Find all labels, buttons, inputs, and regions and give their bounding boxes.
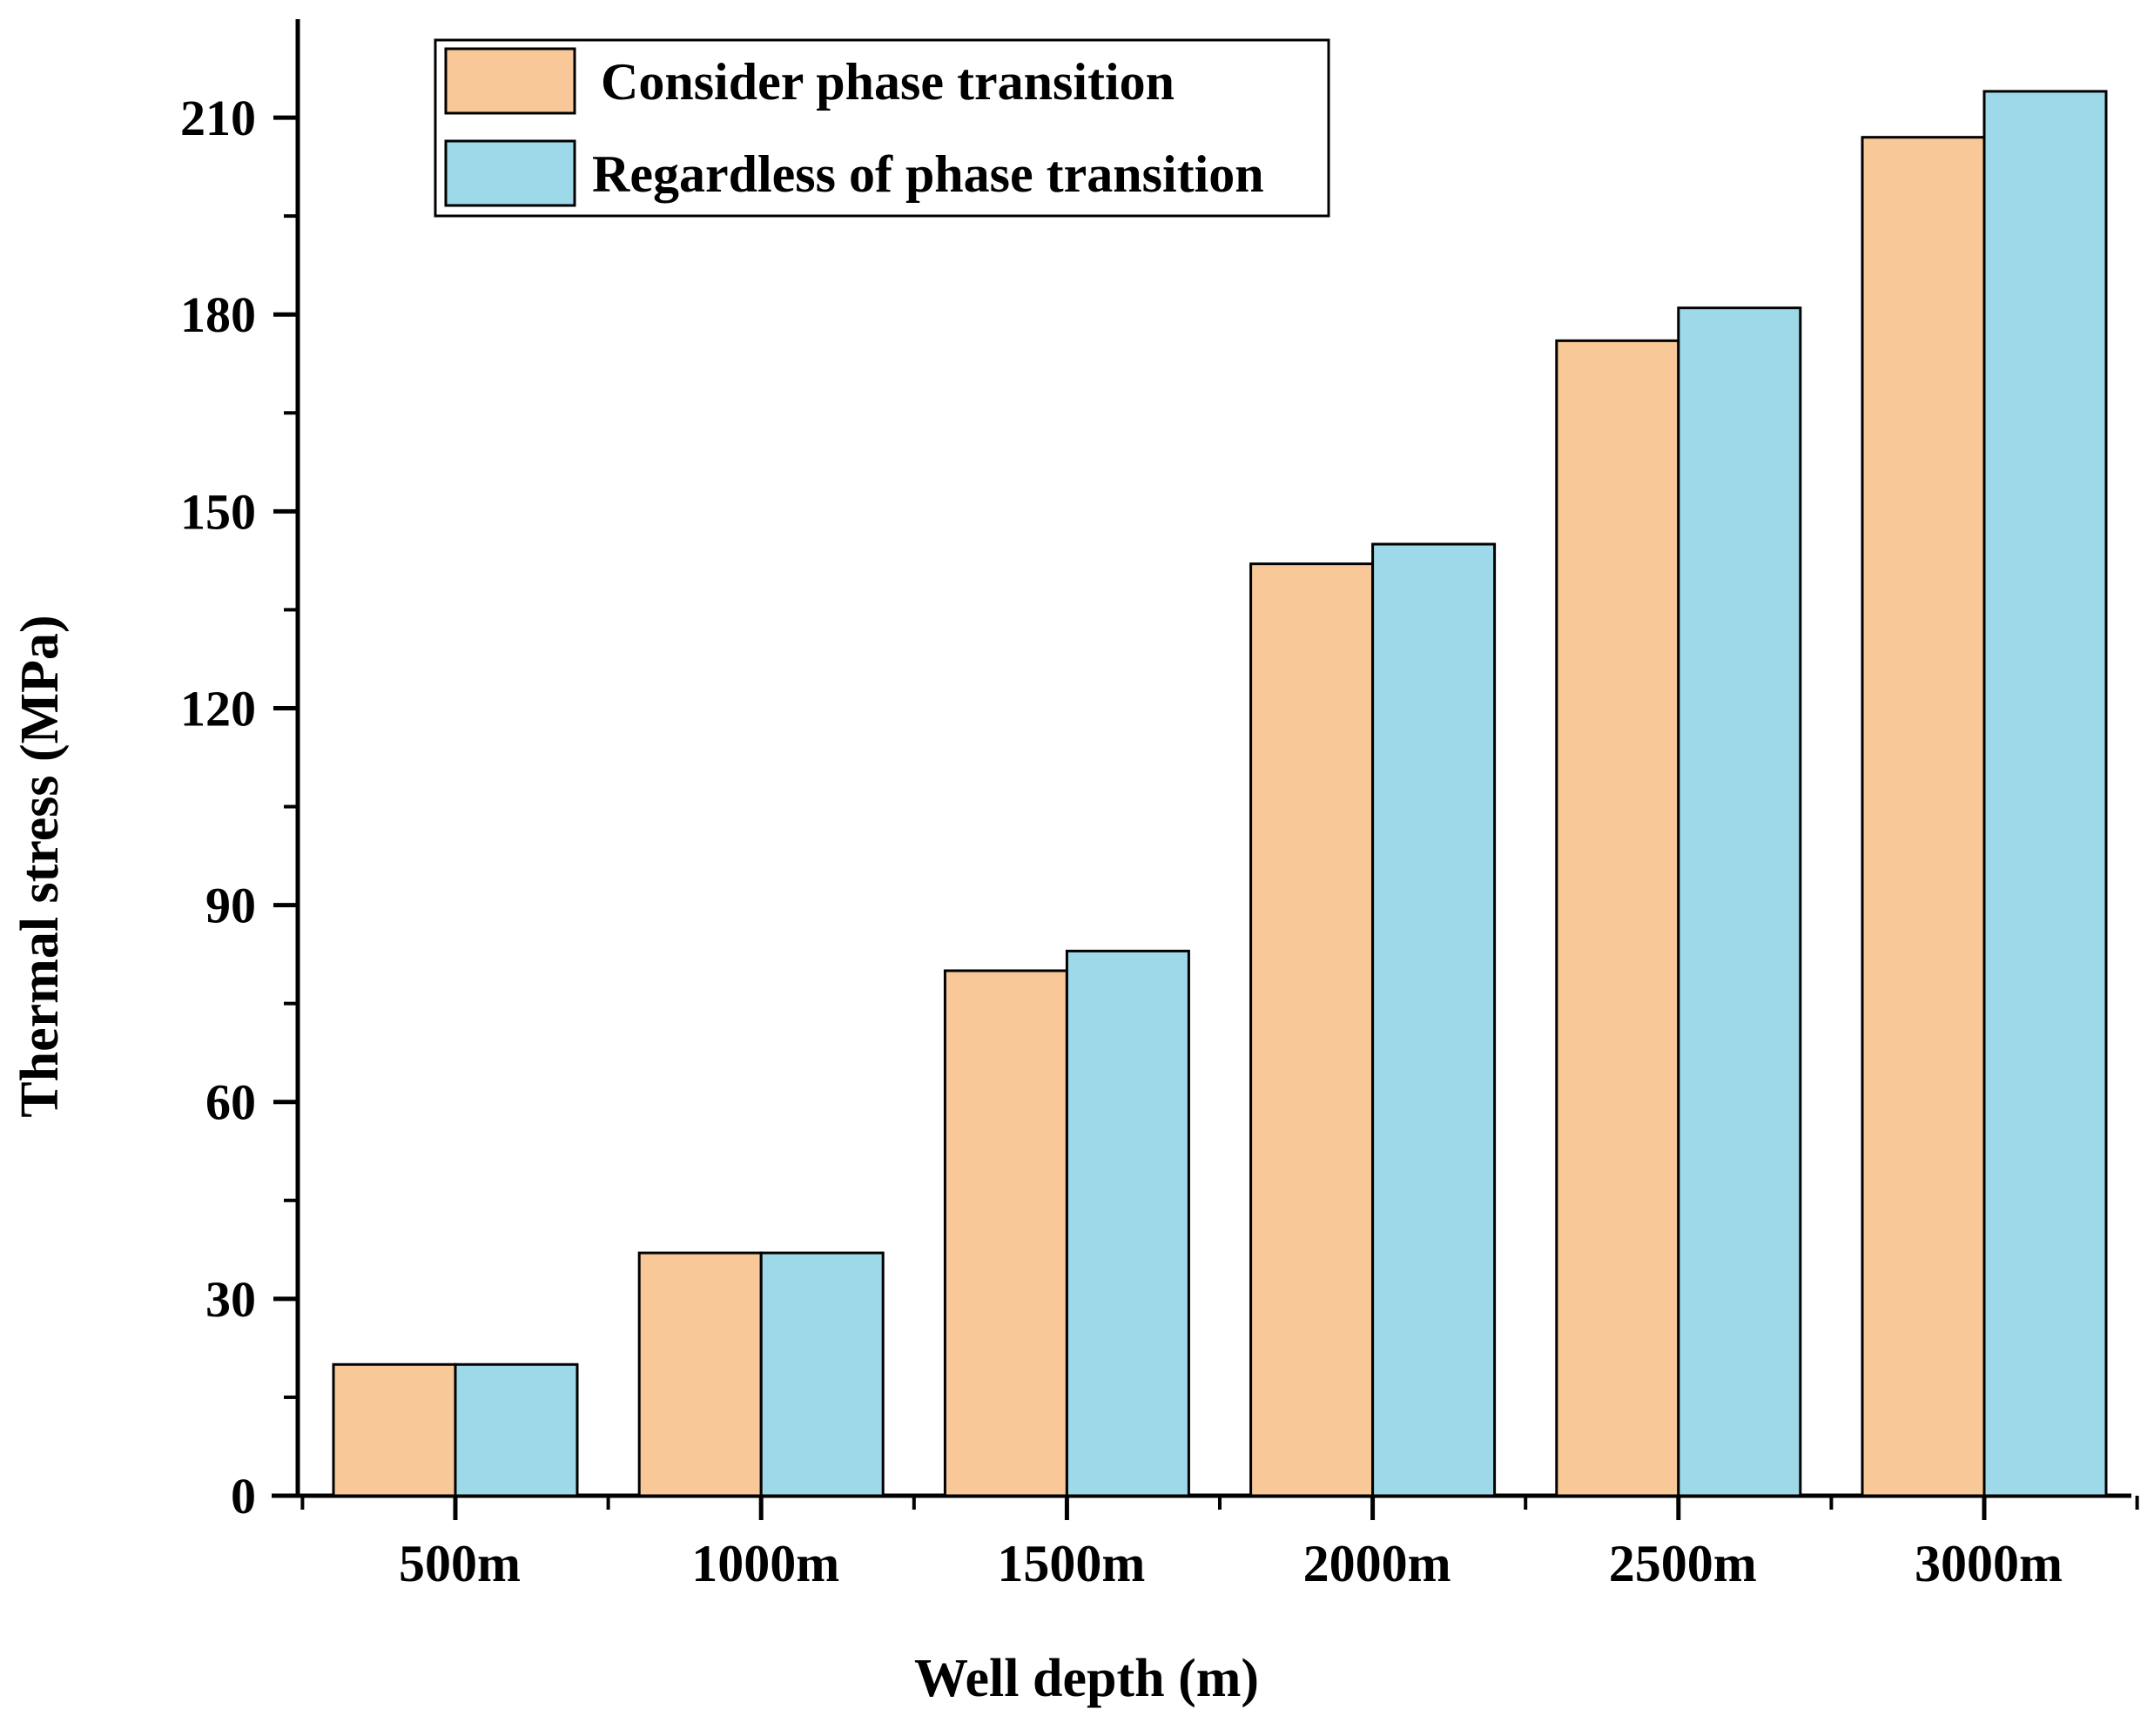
- legend-swatch-regardless: [444, 139, 576, 207]
- y-tick-label: 30: [205, 1271, 256, 1328]
- x-tick-label: 1500m: [997, 1535, 1145, 1592]
- y-tick-label: 90: [205, 878, 256, 934]
- x-tick-label: 1000m: [691, 1535, 839, 1592]
- x-axis-title: Well depth (m): [914, 1649, 1259, 1708]
- x-tick-label: 2500m: [1609, 1535, 1757, 1592]
- bar-consider-3000m: [1861, 136, 1986, 1497]
- bar-consider-500m: [332, 1363, 457, 1497]
- y-tick-label: 210: [180, 90, 256, 146]
- x-ticks: 500m 1000m 1500m 2000m 2500m 3000m: [300, 1496, 2139, 1592]
- bar-regardless-2000m: [1371, 542, 1497, 1497]
- bar-consider-2000m: [1249, 562, 1375, 1497]
- legend-swatch-consider: [444, 47, 576, 115]
- legend-label-consider: Consider phase transition: [601, 53, 1175, 111]
- bar-regardless-1500m: [1065, 949, 1190, 1497]
- y-tick-label: 180: [180, 286, 256, 343]
- y-tick-label: 60: [205, 1074, 256, 1131]
- y-axis-title: Thermal stress (MPa): [10, 615, 70, 1117]
- bars: [332, 90, 2108, 1497]
- bar-regardless-3000m: [1982, 90, 2108, 1497]
- y-tick-label: 0: [231, 1468, 256, 1524]
- x-tick-label: 500m: [399, 1535, 521, 1592]
- bar-regardless-1000m: [759, 1251, 885, 1497]
- x-tick-label: 2000m: [1303, 1535, 1451, 1592]
- bar-consider-1500m: [943, 969, 1068, 1497]
- y-tick-label: 120: [180, 680, 256, 737]
- y-ticks: 0 30 60 90 120 150 180 210: [180, 90, 298, 1524]
- bar-consider-1000m: [637, 1251, 763, 1497]
- legend-label-regardless: Regardless of phase transition: [592, 145, 1264, 203]
- y-tick-label: 150: [180, 483, 256, 540]
- bar-consider-2500m: [1555, 339, 1680, 1497]
- legend: Consider phase transition Regardless of …: [434, 38, 1330, 218]
- bar-regardless-2500m: [1677, 306, 1802, 1497]
- legend-frame: [434, 38, 1330, 218]
- bar-regardless-500m: [454, 1363, 579, 1497]
- x-tick-label: 3000m: [1915, 1535, 2063, 1592]
